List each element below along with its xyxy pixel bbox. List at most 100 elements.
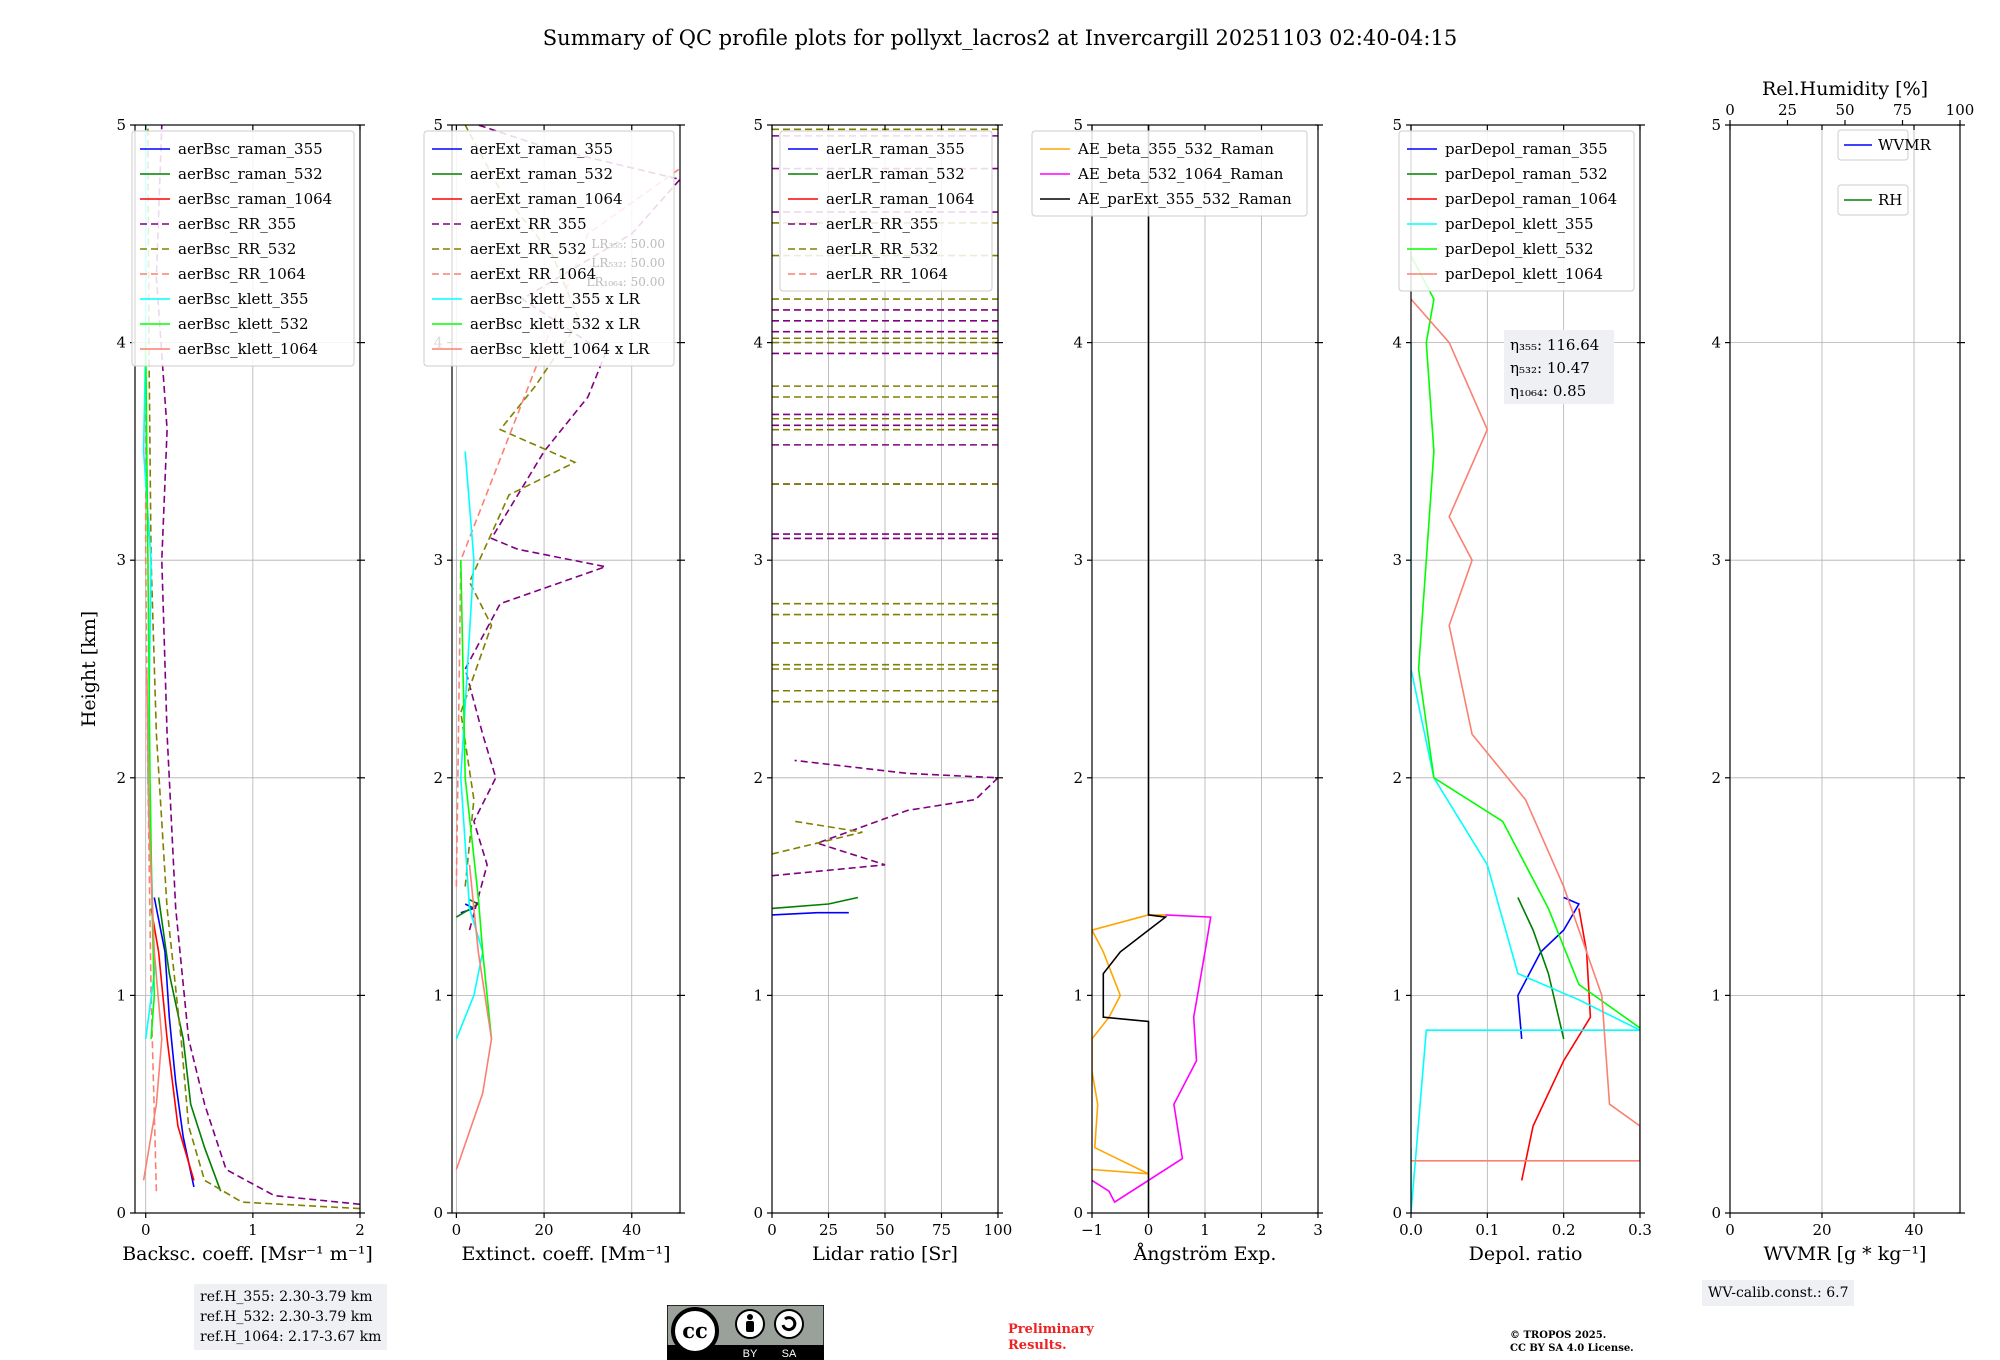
- x2-tick-label: 75: [1893, 101, 1912, 119]
- legend-label-RH: RH: [1878, 191, 1902, 209]
- sa-label: SA: [782, 1348, 797, 1360]
- axes-frame: [1729, 124, 1961, 1214]
- y-tick-label: 2: [1392, 769, 1402, 787]
- legend-label-aerExt_RR_532: aerExt_RR_532: [470, 240, 587, 258]
- legend-box: [1031, 130, 1308, 217]
- copyright-line-1: © TROPOS 2025.: [1510, 1330, 1607, 1341]
- x-axis-label: Depol. ratio: [1469, 1243, 1583, 1265]
- x-tick-label: 2: [1257, 1221, 1267, 1239]
- ref-height-532: ref.H_532: 2.30-3.79 km: [200, 1309, 373, 1325]
- series-line-aerBsc_raman_1064: [150, 908, 195, 1181]
- ref-height-355: ref.H_355: 2.30-3.79 km: [200, 1289, 373, 1305]
- y-tick-label: 1: [753, 986, 763, 1004]
- y-tick-label: 5: [116, 116, 126, 134]
- preliminary-line-2: Results.: [1008, 1338, 1067, 1353]
- axes-frame: [451, 124, 681, 1214]
- x-tick-label: 0.3: [1628, 1221, 1652, 1239]
- series-line-AE_parExt_355_532_Raman: [1102, 125, 1168, 1213]
- legend-label-aerBsc_klett_532: aerBsc_klett_532: [178, 315, 309, 333]
- legend-box: [131, 130, 355, 367]
- ref-height-1064: ref.H_1064: 2.17-3.67 km: [200, 1329, 382, 1345]
- y-tick-label: 2: [116, 769, 126, 787]
- series-line-aerBsc_RR_532: [147, 125, 360, 1210]
- legend-label-AE_beta_532_1064_Raman: AE_beta_532_1064_Raman: [1077, 165, 1284, 183]
- y-tick-label: 1: [1711, 986, 1721, 1004]
- series-line-aerBsc_klett_532: [144, 342, 156, 1039]
- legend-label-aerLR_raman_532: aerLR_raman_532: [826, 165, 965, 183]
- legend-label-aerLR_RR_532: aerLR_RR_532: [826, 240, 938, 258]
- panel-bsc: 0 1 2 0 1 2 3 4 5 Backsc. coeff. [Msr⁻¹ m⁻¹] Heigh…: [78, 116, 373, 1265]
- lr-label: LR₃₅₅: 50.00: [591, 237, 665, 251]
- series-line-aerLR_raman_532: [772, 896, 859, 910]
- legend-label-aerExt_RR_355: aerExt_RR_355: [470, 215, 587, 233]
- series-line-aerBsc_raman_532: [157, 897, 222, 1192]
- legend-label-AE_beta_355_532_Raman: AE_beta_355_532_Raman: [1077, 140, 1274, 158]
- y-tick-label: 1: [116, 986, 126, 1004]
- x-tick-label: 25: [819, 1221, 838, 1239]
- x-tick-label: 40: [1904, 1221, 1923, 1239]
- x-tick-label: 40: [622, 1221, 641, 1239]
- y-tick-label: 4: [1392, 334, 1402, 352]
- x-tick-label: −1: [1081, 1221, 1103, 1239]
- y-tick-label: 2: [433, 769, 443, 787]
- x-tick-label: 50: [875, 1221, 894, 1239]
- legend-label-aerBsc_raman_532: aerBsc_raman_532: [178, 165, 323, 183]
- legend-label-aerLR_RR_355: aerLR_RR_355: [826, 215, 938, 233]
- x-tick-label: 0: [1144, 1221, 1154, 1239]
- legend-box: [779, 130, 993, 292]
- x-axis-label: Ångström Exp.: [1133, 1243, 1277, 1265]
- panel-wvmr: 0 20 40 0 1 2 3 4 5 WVMR [g * kg⁻¹] 0 25 50 75 100 Rel.…: [1711, 78, 1974, 1265]
- x-tick-label: 0: [1725, 1221, 1735, 1239]
- series-line-AE_beta_532_1064_Raman: [1092, 914, 1212, 1204]
- y-tick-label: 4: [1711, 334, 1721, 352]
- y-tick-label: 5: [1073, 116, 1083, 134]
- panel-lr: 0 25 50 75 100 0 1 2 3 4 5 Lidar ratio [Sr] aerLR_ra…: [753, 116, 1012, 1265]
- series-line-parDepol_raman_532: [1517, 897, 1565, 1040]
- eta-label: η₅₃₂: 10.47: [1510, 359, 1590, 377]
- series-line-aerBsc_klett_355 x LR: [455, 451, 484, 1040]
- lr-label: LR₁₀₆₄: 50.00: [587, 275, 665, 289]
- legend-label-parDepol_raman_355: parDepol_raman_355: [1445, 140, 1608, 158]
- x-axis-label: Backsc. coeff. [Msr⁻¹ m⁻¹]: [122, 1243, 373, 1265]
- x-tick-label: 2: [355, 1221, 365, 1239]
- y-tick-label: 3: [753, 551, 763, 569]
- wv-calib-box: WV-calib.const.: 6.7: [1702, 1280, 1855, 1306]
- y-tick-label: 0: [1392, 1204, 1402, 1222]
- series-line-aerBsc_RR_355: [155, 125, 360, 1206]
- legend-box: [1837, 129, 1909, 161]
- y-tick-label: 3: [116, 551, 126, 569]
- x-tick-label: 100: [984, 1221, 1013, 1239]
- panel-depol: 0.0 0.1 0.2 0.3 0 1 2 3 4 5 Depol. ratio parDepol_r…: [1392, 116, 1651, 1265]
- axes-frame: [1410, 124, 1641, 1214]
- by-label: BY: [743, 1348, 758, 1360]
- eta-label: η₁₀₆₄: 0.85: [1510, 382, 1586, 400]
- legend-label-aerExt_RR_1064: aerExt_RR_1064: [470, 265, 596, 283]
- legend-label-parDepol_klett_355: parDepol_klett_355: [1445, 215, 1594, 233]
- y-tick-label: 1: [433, 986, 443, 1004]
- legend-label-aerLR_raman_355: aerLR_raman_355: [826, 140, 965, 158]
- legend-box: [423, 130, 675, 367]
- x-tick-label: 0.1: [1475, 1221, 1499, 1239]
- y-tick-label: 4: [116, 334, 126, 352]
- x-tick-label: 1: [1200, 1221, 1210, 1239]
- series-line-AE_beta_355_532_Raman: [1092, 914, 1166, 1175]
- legend-box: [1837, 184, 1909, 216]
- eta-label: η₃₅₅: 116.64: [1510, 336, 1599, 354]
- series-line-aerBsc_klett_1064: [142, 668, 163, 1181]
- legend-label-aerBsc_RR_355: aerBsc_RR_355: [178, 215, 296, 233]
- legend-label-aerBsc_raman_1064: aerBsc_raman_1064: [178, 190, 332, 208]
- x-tick-label: 1: [248, 1221, 258, 1239]
- y-tick-label: 0: [433, 1204, 443, 1222]
- legend-label-aerExt_raman_1064: aerExt_raman_1064: [470, 190, 623, 208]
- x-tick-label: 3: [1313, 1221, 1323, 1239]
- x-tick-label: 0: [452, 1221, 462, 1239]
- sa-icon: [774, 1309, 804, 1339]
- preliminary-note: Preliminary Results.: [1008, 1322, 1094, 1354]
- legend-label-aerBsc_klett_1064: aerBsc_klett_1064: [178, 340, 318, 358]
- x-tick-label: 0.2: [1552, 1221, 1576, 1239]
- y-tick-label: 1: [1392, 986, 1402, 1004]
- copyright-note: © TROPOS 2025. CC BY SA 4.0 License.: [1510, 1329, 1634, 1355]
- x-axis-label: Extinct. coeff. [Mm⁻¹]: [461, 1243, 670, 1265]
- x-tick-label: 20: [1812, 1221, 1831, 1239]
